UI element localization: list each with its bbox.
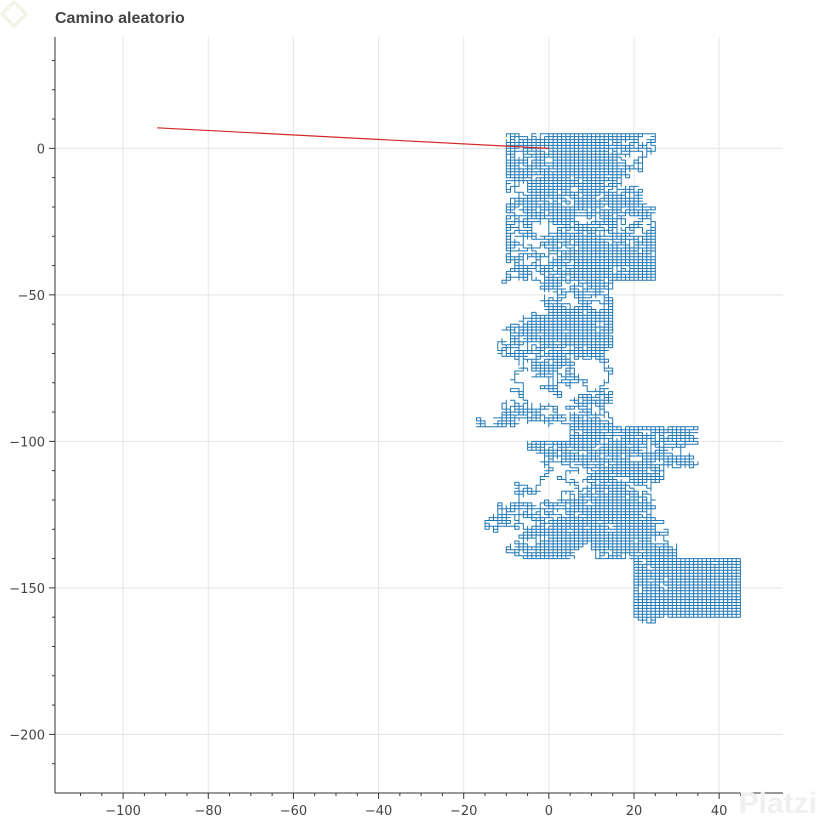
walk-line xyxy=(476,133,741,624)
x-tick-label: −60 xyxy=(280,804,307,819)
x-tick-label: −40 xyxy=(365,804,392,819)
y-tick-label: −200 xyxy=(9,728,45,743)
x-tick-label: −80 xyxy=(195,804,222,819)
x-tick-label: 40 xyxy=(711,804,728,819)
axes: −100 −80 −60 −40 −20 0 20 400−50−100−150−200 xyxy=(9,37,783,819)
start-end-line xyxy=(157,127,549,149)
watermark: Platzi xyxy=(738,787,817,820)
start-end-segment xyxy=(157,127,549,149)
x-tick-label: 0 xyxy=(545,804,553,819)
x-tick-label: −20 xyxy=(450,804,477,819)
x-tick-label: 20 xyxy=(626,804,643,819)
random-walk-path xyxy=(476,133,741,624)
platzi-logo-icon xyxy=(0,0,28,28)
grid-lines xyxy=(55,37,783,793)
y-tick-label: −150 xyxy=(9,582,45,597)
chart-title: Camino aleatorio xyxy=(55,10,185,27)
y-tick-label: 0 xyxy=(37,142,45,157)
y-tick-label: −100 xyxy=(9,435,45,450)
x-tick-label: −100 xyxy=(105,804,141,819)
y-tick-label: −50 xyxy=(18,289,45,304)
